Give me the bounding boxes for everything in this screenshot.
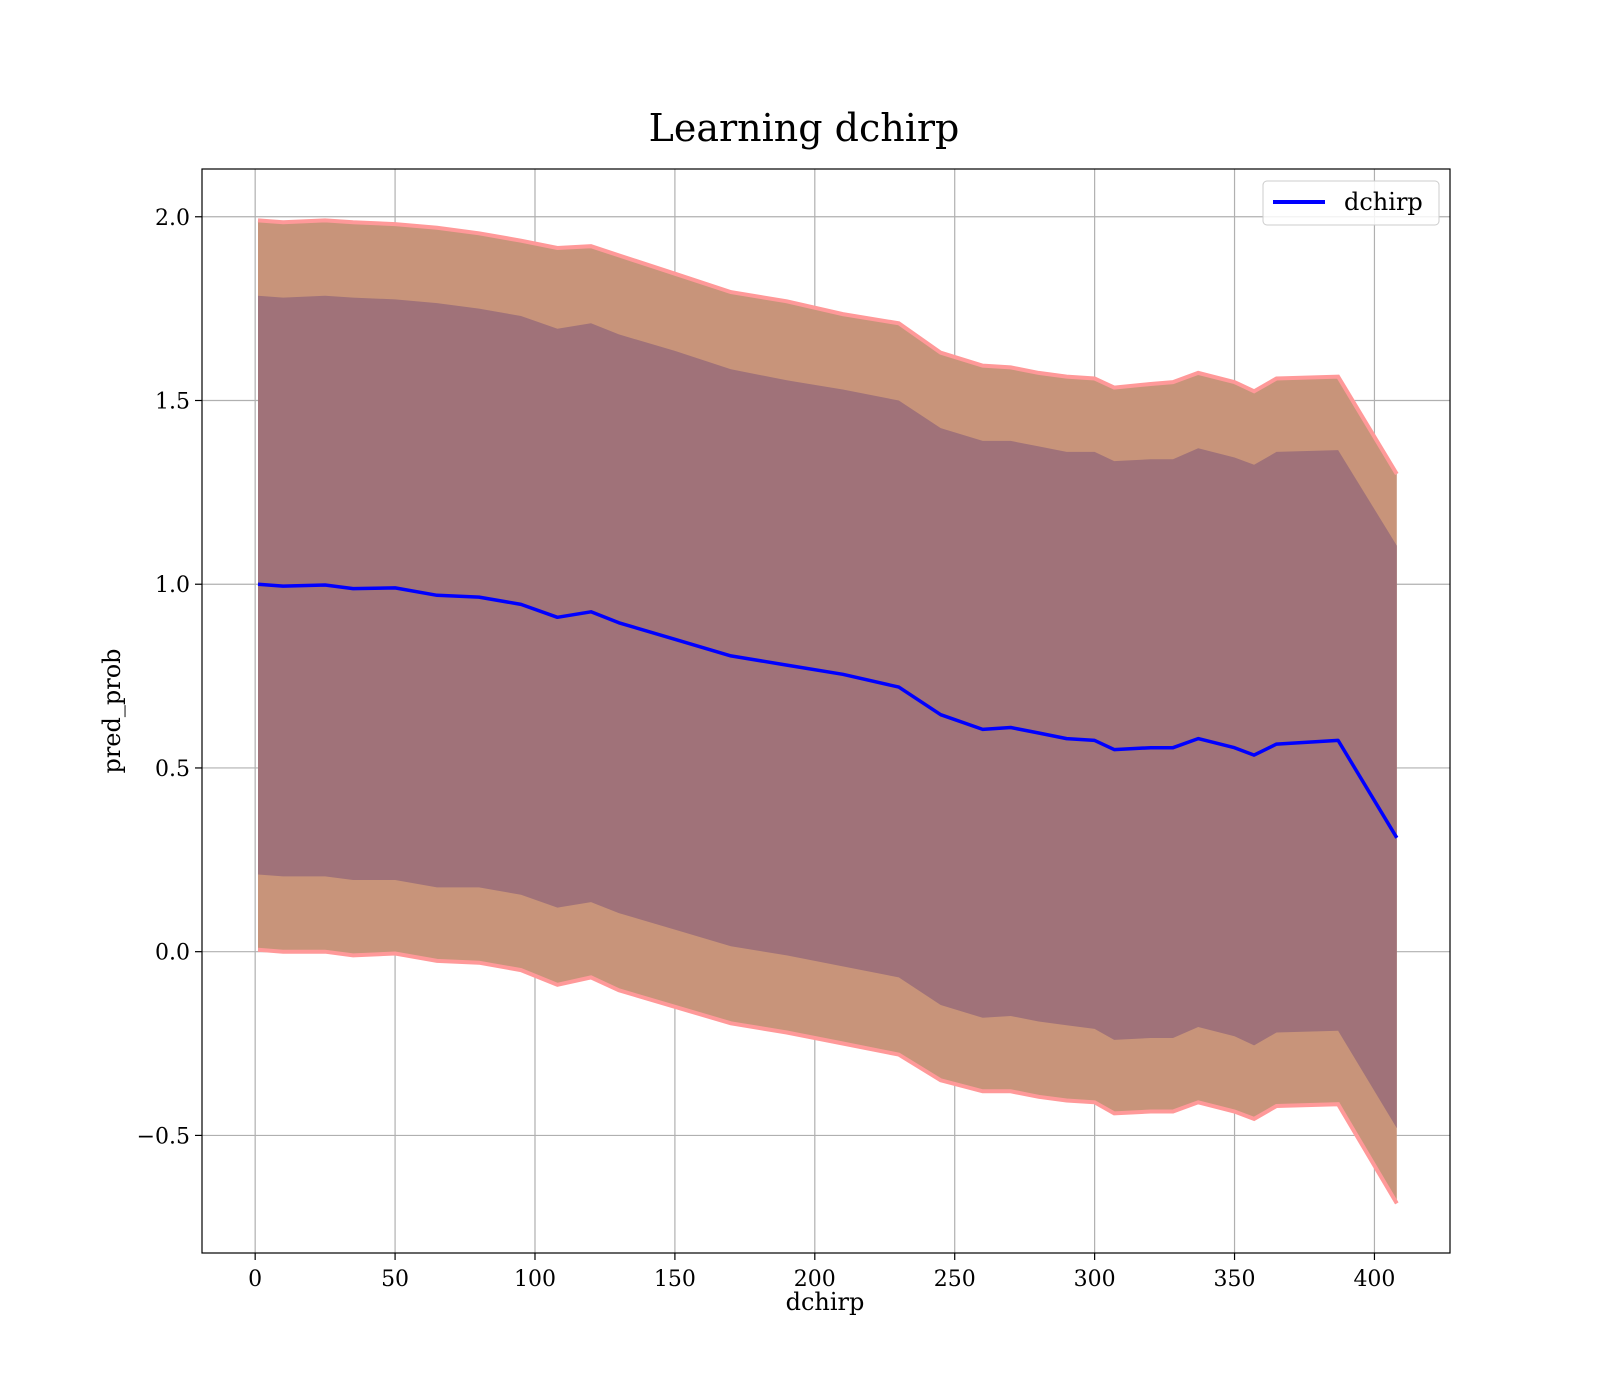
x-tick-label: 100 xyxy=(514,1267,556,1292)
x-tick-label: 150 xyxy=(654,1267,696,1292)
x-tick-label: 250 xyxy=(934,1267,976,1292)
y-tick-label: −0.5 xyxy=(137,1124,190,1149)
inner-band-area xyxy=(258,295,1397,1129)
chart-title: Learning dchirp xyxy=(649,106,960,150)
x-tick-label: 50 xyxy=(381,1267,409,1292)
x-tick-label: 300 xyxy=(1074,1267,1116,1292)
outer-band-upper-edge xyxy=(257,218,1399,476)
legend-label: dchirp xyxy=(1344,188,1423,216)
plot-area-frame xyxy=(201,168,1451,1254)
series-lines xyxy=(257,582,1399,839)
y-tick-label: 0.5 xyxy=(155,757,190,782)
series-line-dchirp xyxy=(257,582,1399,839)
legend-box xyxy=(1262,180,1440,226)
y-tick-label: 2.0 xyxy=(155,206,190,231)
y-axis-label: pred_prob xyxy=(98,648,126,773)
x-tick-label: 400 xyxy=(1353,1267,1395,1292)
outer-band-lower-edge xyxy=(257,947,1399,1205)
y-tick-label: 1.5 xyxy=(155,389,190,414)
x-tick-label: 200 xyxy=(794,1267,836,1292)
y-tick-label: 0.0 xyxy=(155,941,190,966)
legend: dchirp xyxy=(1262,180,1440,226)
axis-ticks: 0 50 100 150 200 250 300 350 400 −0.5 0.0 0.5 1.0 1.5… xyxy=(137,206,1396,1292)
x-axis-label: dchirp xyxy=(786,1288,865,1316)
confidence-bands xyxy=(257,218,1399,1205)
x-tick-label: 0 xyxy=(248,1267,262,1292)
y-tick-label: 1.0 xyxy=(155,573,190,598)
x-tick-label: 350 xyxy=(1214,1267,1256,1292)
